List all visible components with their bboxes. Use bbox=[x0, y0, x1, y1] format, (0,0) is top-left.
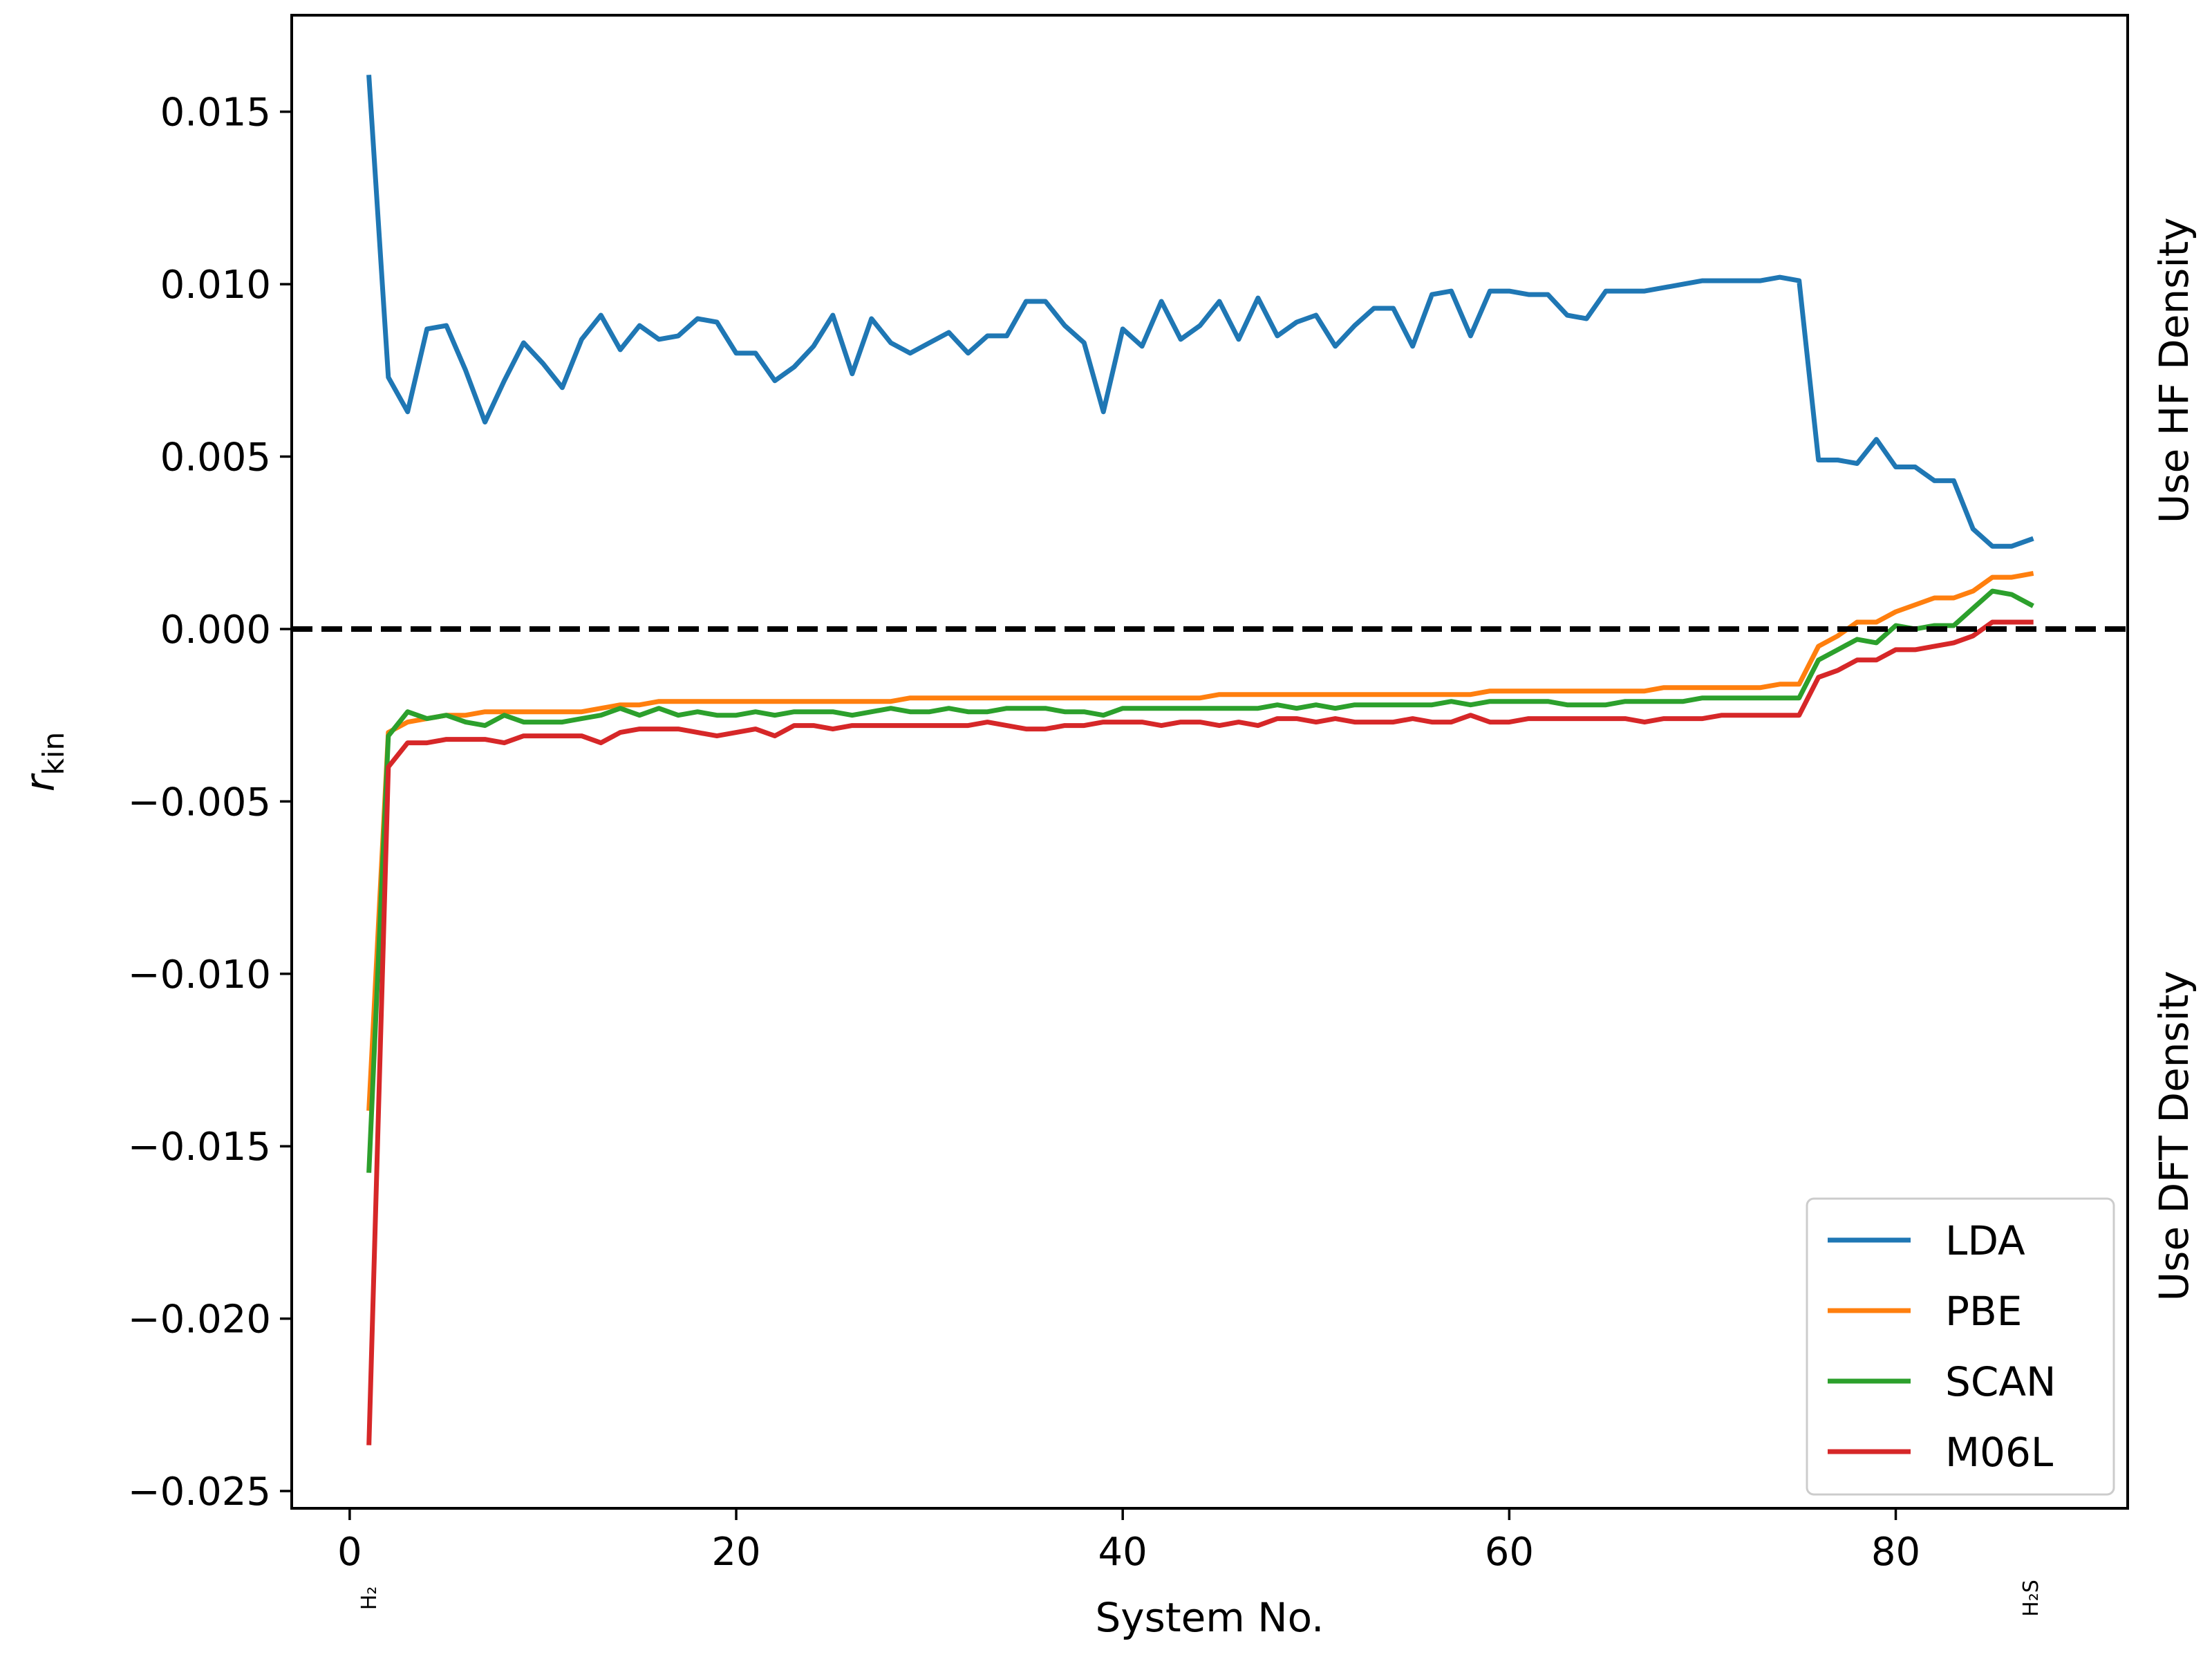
x-tick-label: 0 bbox=[337, 1530, 362, 1575]
y-tick-label: 0.000 bbox=[160, 608, 271, 653]
y-axis-label-subscript: kin bbox=[37, 732, 71, 776]
label-layer: System No. rkin Use HF Density Use DFT D… bbox=[17, 217, 2197, 1641]
legend-label-scan: SCAN bbox=[1945, 1358, 2056, 1405]
x-tick-label: 80 bbox=[1871, 1530, 1920, 1575]
molecule-label: H₂S bbox=[2019, 1580, 2043, 1617]
series-line-scan bbox=[366, 588, 2034, 1173]
y-axis-label: rkin bbox=[17, 732, 71, 791]
y-tick-label: −0.005 bbox=[128, 780, 271, 825]
x-axis-label: System No. bbox=[1095, 1594, 1324, 1641]
x-tick-label: 20 bbox=[711, 1530, 760, 1575]
y-tick-label: −0.020 bbox=[128, 1297, 271, 1342]
y-axis-label-main: r bbox=[17, 773, 64, 791]
x-tick-label: 40 bbox=[1098, 1530, 1147, 1575]
series-layer bbox=[366, 75, 2034, 1445]
legend-label-lda: LDA bbox=[1945, 1217, 2025, 1264]
legend-box bbox=[1806, 1197, 2115, 1496]
molecule-label: H₂ bbox=[357, 1586, 382, 1611]
series-line-lda bbox=[366, 75, 2034, 549]
series-line-m06l bbox=[366, 619, 2034, 1445]
y-tick-label: 0.015 bbox=[160, 91, 271, 135]
tick-layer: 0 20 40 60 80 0.015 0.010 0.005 0.000 −0.005 −0.01… bbox=[128, 91, 2043, 1617]
legend-label-m06l: M06L bbox=[1945, 1429, 2053, 1476]
legend: LDA PBE SCAN M06L bbox=[1806, 1197, 2115, 1496]
y-tick-label: 0.005 bbox=[160, 435, 271, 480]
x-tick-label: 60 bbox=[1485, 1530, 1534, 1575]
y-tick-label: −0.025 bbox=[128, 1470, 271, 1515]
y-tick-label: −0.015 bbox=[128, 1125, 271, 1170]
side-label-dft-density: Use DFT Density bbox=[2150, 971, 2197, 1301]
side-label-hf-density: Use HF Density bbox=[2150, 217, 2197, 523]
plot-frame bbox=[290, 14, 2129, 1510]
legend-label-pbe: PBE bbox=[1945, 1288, 2022, 1335]
y-tick-label: 0.010 bbox=[160, 263, 271, 308]
y-tick-label: −0.010 bbox=[128, 953, 271, 997]
series-line-pbe bbox=[366, 571, 2034, 1111]
